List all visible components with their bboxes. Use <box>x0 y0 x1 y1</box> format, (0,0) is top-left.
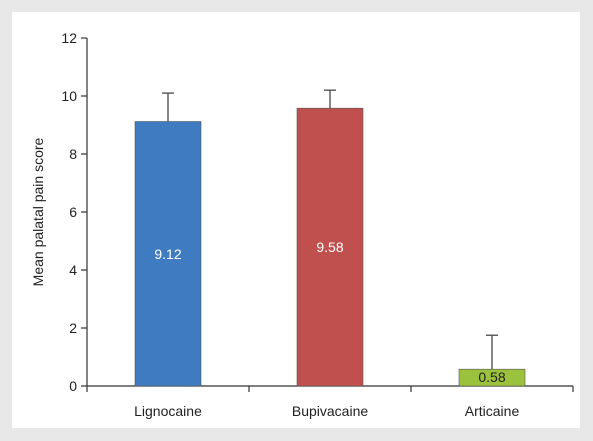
data-label-lignocaine: 9.12 <box>154 246 181 262</box>
category-label-articaine: Articaine <box>465 403 520 419</box>
category-label-lignocaine: Lignocaine <box>134 403 202 419</box>
bars <box>134 107 526 387</box>
bar-bupivacaine <box>296 107 364 387</box>
error-bars <box>162 89 498 370</box>
y-tick-label: 6 <box>69 204 77 220</box>
y-tick-label: 0 <box>69 378 77 394</box>
data-label-articaine: 0.58 <box>478 369 505 385</box>
y-tick-label: 12 <box>61 30 77 46</box>
data-labels: 9.12 9.58 0.58 <box>154 239 505 385</box>
y-tick-label: 4 <box>69 262 77 278</box>
category-label-bupivacaine: Bupivacaine <box>292 403 368 419</box>
y-axis: 0 2 4 6 8 10 12 <box>61 30 88 394</box>
y-axis-label: Mean palatal pain score <box>30 137 46 286</box>
category-labels: Lignocaine Bupivacaine Articaine <box>134 403 519 419</box>
data-label-bupivacaine: 9.58 <box>316 239 343 255</box>
y-tick-label: 2 <box>69 320 77 336</box>
y-tick-label: 10 <box>61 88 77 104</box>
y-tick-label: 8 <box>69 146 77 162</box>
plot-background <box>12 12 580 428</box>
